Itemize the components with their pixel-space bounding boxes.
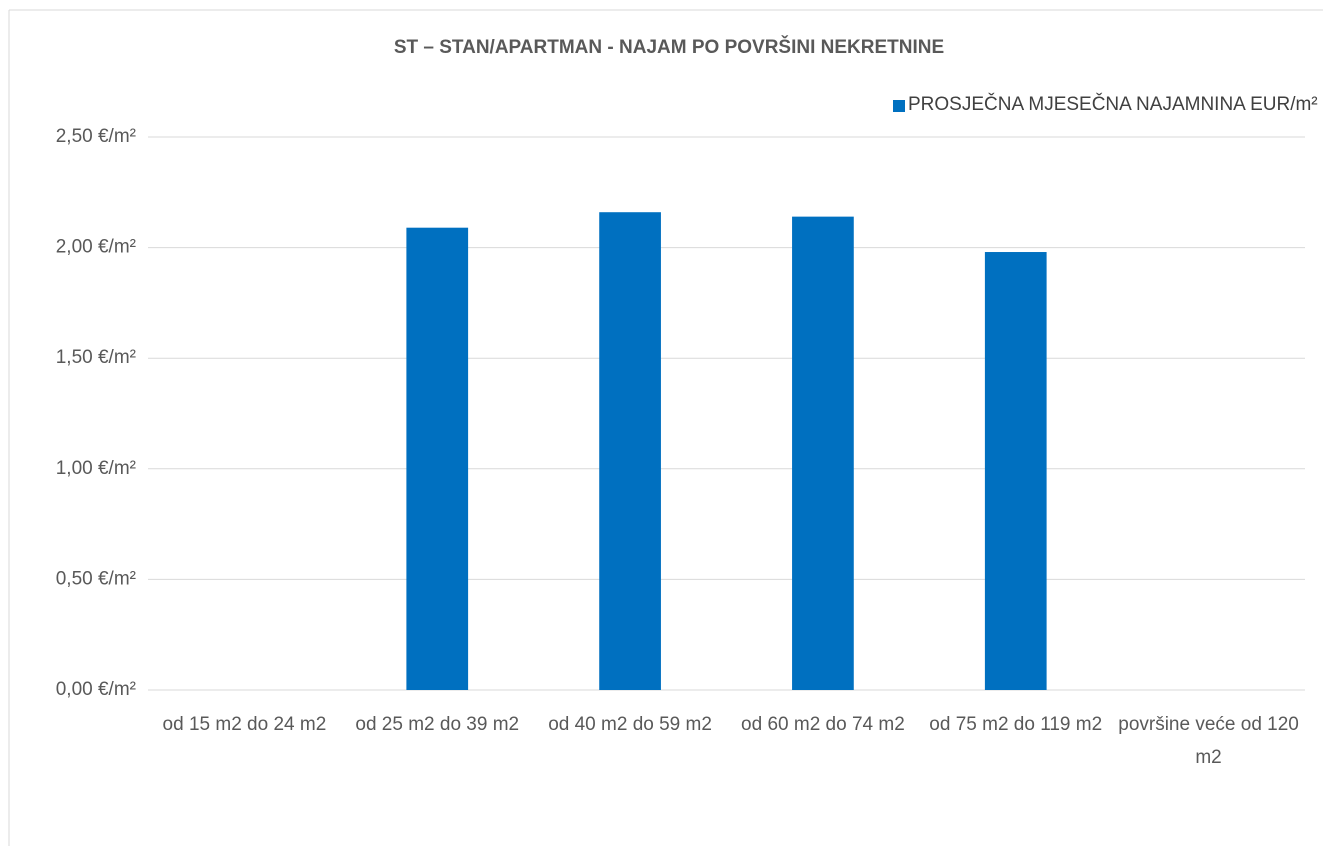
chart-title: ST – STAN/APARTMAN - NAJAM PO POVRŠINI N… xyxy=(394,36,944,58)
x-tick-label: površine veće od 120 m2 xyxy=(1118,714,1299,768)
legend-box: PROSJEČNA MJESEČNA NAJAMNINA EUR/m² xyxy=(908,94,1318,115)
x-tick-label: od 75 m2 do 119 m2 xyxy=(929,714,1103,735)
x-tick-label-box: od 75 m2 do 119 m2 xyxy=(929,714,1103,735)
y-tick-label: 0,00 €/m² xyxy=(56,679,136,700)
x-tick-label-box: površine veće od 120 m2 xyxy=(1118,714,1299,768)
legend-swatch xyxy=(893,100,905,112)
bar xyxy=(599,212,661,690)
x-tick-label: od 40 m2 do 59 m2 xyxy=(548,714,712,735)
bar xyxy=(792,216,854,690)
bar xyxy=(406,227,469,690)
x-tick-label: od 15 m2 do 24 m2 xyxy=(162,714,327,735)
y-tick-label: 1,50 €/m² xyxy=(56,347,136,368)
x-tick-label-box: od 25 m2 do 39 m2 xyxy=(355,714,520,735)
bar xyxy=(984,252,1047,691)
x-tick-label-box: od 60 m2 do 74 m2 xyxy=(741,714,905,735)
y-tick-label: 1,00 €/m² xyxy=(56,458,136,479)
y-tick-label: 0,50 €/m² xyxy=(56,568,136,589)
y-tick-label: 2,50 €/m² xyxy=(56,126,136,147)
y-tick-label: 2,00 €/m² xyxy=(56,237,136,258)
x-tick-label: od 60 m2 do 74 m2 xyxy=(741,714,905,735)
x-tick-label-box: od 15 m2 do 24 m2 xyxy=(162,714,327,735)
x-tick-label-box: od 40 m2 do 59 m2 xyxy=(548,714,712,735)
x-tick-label: od 25 m2 do 39 m2 xyxy=(355,714,520,735)
legend-label: PROSJEČNA MJESEČNA NAJAMNINA EUR/m² xyxy=(908,94,1318,115)
